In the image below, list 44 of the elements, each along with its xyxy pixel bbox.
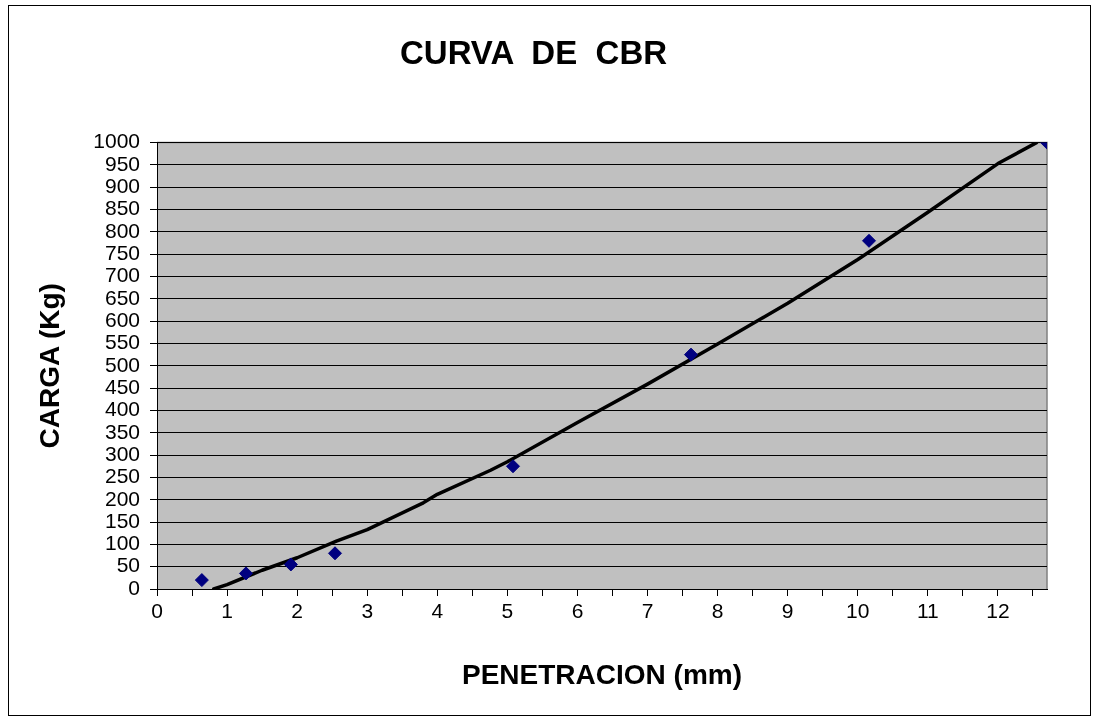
x-tick-label: 4: [431, 599, 444, 623]
y-tick-label: 600: [104, 307, 140, 331]
point: [194, 573, 209, 588]
point: [862, 233, 876, 248]
y-tick-label: 250: [104, 464, 140, 488]
x-tick-label: 2: [291, 599, 303, 623]
x-tick-label: 6: [571, 599, 584, 623]
y-axis-title: CARGA (Kg): [33, 283, 65, 449]
x-tick-label: 1: [221, 599, 233, 623]
point: [283, 557, 298, 572]
chart-title: CURVA DE CBR: [399, 33, 668, 71]
y-tick-label: 300: [104, 441, 140, 465]
x-tick-label: 10: [846, 599, 870, 623]
y-tick-label: 950: [104, 151, 140, 175]
y-tick-label: 800: [104, 218, 140, 242]
point: [239, 566, 253, 581]
x-tick-label: 7: [641, 599, 654, 623]
y-tick-label: 750: [104, 241, 140, 264]
y-tick-label: 550: [104, 330, 140, 354]
y-tick-label: 150: [104, 508, 140, 532]
x-tick-label: 12: [986, 599, 1010, 623]
y-tick-label: 650: [104, 285, 140, 309]
y-tick-label: 200: [104, 486, 140, 510]
x-tick-label: 9: [781, 599, 794, 623]
y-tick-label: 0: [128, 575, 140, 599]
x-tick-label: 8: [711, 599, 724, 623]
y-tick-label: 50: [116, 553, 140, 577]
y-tick-label: 1000: [93, 129, 140, 153]
y-tick-label: 500: [104, 352, 140, 376]
point: [684, 347, 698, 362]
point: [506, 459, 520, 474]
y-tick-label: 400: [104, 397, 140, 421]
y-tick-label: 850: [104, 196, 140, 220]
x-tick-label: 0: [151, 599, 163, 623]
y-tick-label: 700: [104, 263, 140, 287]
x-tick-label: 5: [501, 599, 514, 623]
x-tick-label: 11: [916, 599, 939, 623]
x-axis-title: PENETRACION (mm): [461, 658, 743, 690]
y-tick-label: 100: [104, 531, 140, 555]
y-tick-label: 350: [104, 419, 140, 443]
point: [328, 546, 342, 561]
y-tick-label: 900: [104, 174, 140, 198]
y-tick-label: 450: [104, 374, 140, 398]
x-tick-label: 3: [361, 599, 374, 623]
